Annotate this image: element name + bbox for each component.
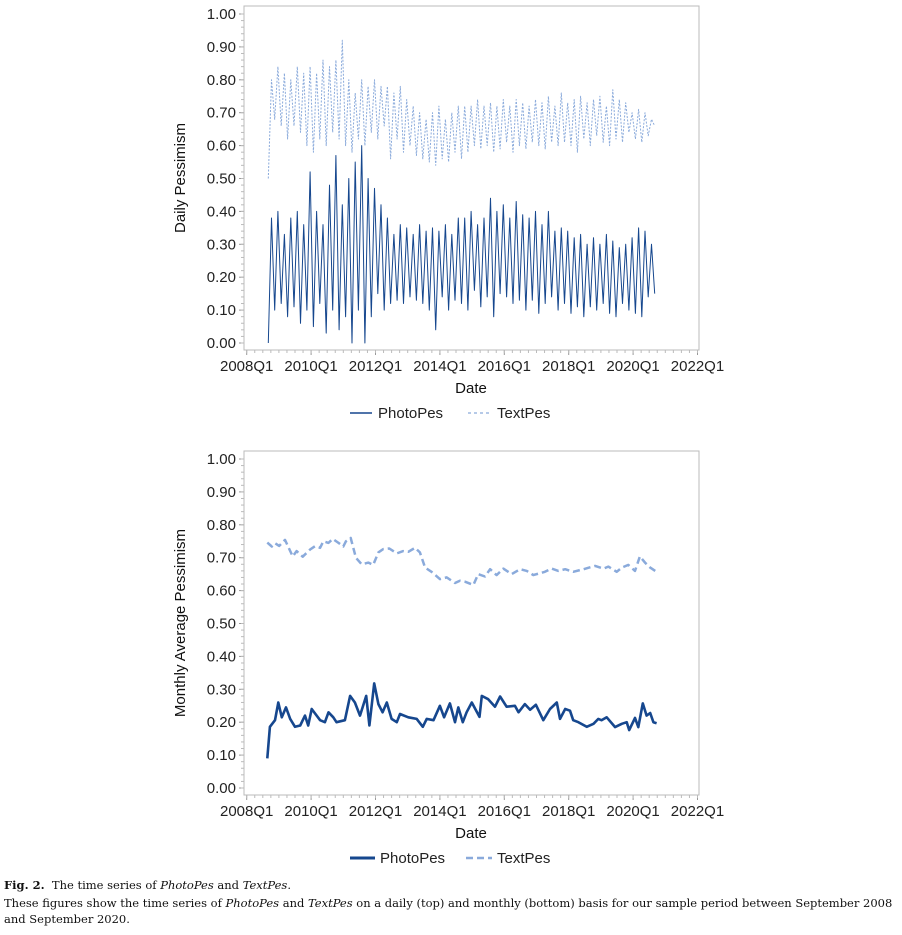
- y-axis-ticks: 0.00 0.10 0.20 0.30 0.40 0.50 0.60 0.70 0.80 0.90…: [207, 6, 244, 352]
- caption-text: and: [213, 878, 243, 892]
- x-tick-label: 2018Q1: [542, 358, 595, 375]
- figure-caption-body: These figures show the time series of Ph…: [4, 895, 899, 927]
- y-tick-label: 0.30: [207, 681, 236, 698]
- y-tick-label: 1.00: [207, 451, 236, 468]
- y-tick-label: 0.70: [207, 105, 236, 122]
- caption-term: PhotoPes: [225, 896, 280, 910]
- y-tick-label: 0.60: [207, 138, 236, 155]
- monthly-pessimism-chart: 0.00 0.10 0.20 0.30 0.40 0.50 0.60 0.70 0.80 0.90…: [172, 450, 724, 867]
- legend-label-photopes: PhotoPes: [378, 405, 443, 422]
- x-tick-label: 2012Q1: [349, 803, 402, 820]
- x-tick-label: 2008Q1: [220, 803, 273, 820]
- y-tick-label: 0.50: [207, 616, 236, 633]
- y-tick-label: 0.40: [207, 203, 236, 220]
- caption-term: PhotoPes: [160, 878, 214, 892]
- figure-caption-title: Fig. 2. The time series of PhotoPes and …: [4, 877, 899, 893]
- x-axis-ticks: 2008Q1 2010Q1 2012Q1 2014Q1 2016Q1 2018Q1 2020…: [220, 795, 724, 820]
- y-tick-label: 0.80: [207, 72, 236, 89]
- legend-label-textpes: TextPes: [497, 850, 550, 867]
- legend-label-textpes: TextPes: [497, 405, 550, 422]
- y-tick-label: 0.90: [207, 39, 236, 56]
- y-axis-ticks: 0.00 0.10 0.20 0.30 0.40 0.50 0.60 0.70 0.80 0.90…: [207, 451, 244, 797]
- series-layer: [267, 39, 656, 344]
- y-tick-label: 0.30: [207, 236, 236, 253]
- series-layer: [266, 536, 658, 759]
- y-tick-label: 0.90: [207, 484, 236, 501]
- y-tick-label: 0.70: [207, 550, 236, 567]
- x-axis-ticks: 2008Q1 2010Q1 2012Q1 2014Q1 2016Q1 2018Q1 2020…: [220, 350, 724, 375]
- x-axis-label: Date: [455, 825, 487, 842]
- x-tick-label: 2010Q1: [284, 803, 337, 820]
- series-line-textpes: [266, 536, 658, 587]
- y-tick-label: 0.10: [207, 302, 236, 319]
- caption-term: TextPes: [242, 878, 288, 892]
- caption-text: on a daily (top) and monthly (bottom) ba…: [4, 896, 893, 926]
- x-tick-label: 2022Q1: [671, 358, 724, 375]
- x-tick-label: 2020Q1: [606, 358, 659, 375]
- series-line-photopes: [267, 145, 656, 344]
- daily-pessimism-chart: 0.00 0.10 0.20 0.30 0.40 0.50 0.60 0.70 0.80 0.90…: [172, 5, 724, 422]
- y-tick-label: 0.40: [207, 648, 236, 665]
- caption-text: The time series of: [51, 878, 161, 892]
- y-tick-label: 0.80: [207, 517, 236, 534]
- x-tick-label: 2014Q1: [413, 803, 466, 820]
- x-tick-label: 2012Q1: [349, 358, 402, 375]
- caption-term: TextPes: [308, 896, 353, 910]
- legend: PhotoPes TextPes: [350, 850, 550, 867]
- x-axis-label: Date: [455, 380, 487, 397]
- series-line-textpes: [267, 39, 656, 179]
- x-tick-label: 2008Q1: [220, 358, 273, 375]
- legend-label-photopes: PhotoPes: [380, 850, 445, 867]
- figure-label: Fig. 2.: [4, 878, 45, 892]
- x-tick-label: 2016Q1: [478, 803, 531, 820]
- y-tick-label: 0.00: [207, 335, 236, 352]
- plot-frame: [243, 450, 700, 796]
- legend: PhotoPes TextPes: [350, 405, 550, 422]
- x-tick-label: 2014Q1: [413, 358, 466, 375]
- caption-text: and: [279, 896, 308, 910]
- plot-frame: [243, 5, 700, 351]
- x-tick-label: 2020Q1: [606, 803, 659, 820]
- x-tick-label: 2010Q1: [284, 358, 337, 375]
- y-tick-label: 0.00: [207, 780, 236, 797]
- y-axis-label: Daily Pessimism: [172, 123, 189, 233]
- y-tick-label: 0.10: [207, 747, 236, 764]
- caption-text: .: [287, 878, 291, 892]
- series-line-photopes: [266, 682, 657, 759]
- x-tick-label: 2022Q1: [671, 803, 724, 820]
- y-tick-label: 1.00: [207, 6, 236, 23]
- y-tick-label: 0.20: [207, 714, 236, 731]
- y-tick-label: 0.60: [207, 583, 236, 600]
- y-axis-label: Monthly Average Pessimism: [172, 529, 189, 717]
- x-tick-label: 2018Q1: [542, 803, 595, 820]
- y-tick-label: 0.20: [207, 269, 236, 286]
- figure: 0.00 0.10 0.20 0.30 0.40 0.50 0.60 0.70 0.80 0.90…: [172, 5, 724, 867]
- x-tick-label: 2016Q1: [478, 358, 531, 375]
- y-tick-label: 0.50: [207, 171, 236, 188]
- caption-text: These figures show the time series of: [4, 896, 226, 910]
